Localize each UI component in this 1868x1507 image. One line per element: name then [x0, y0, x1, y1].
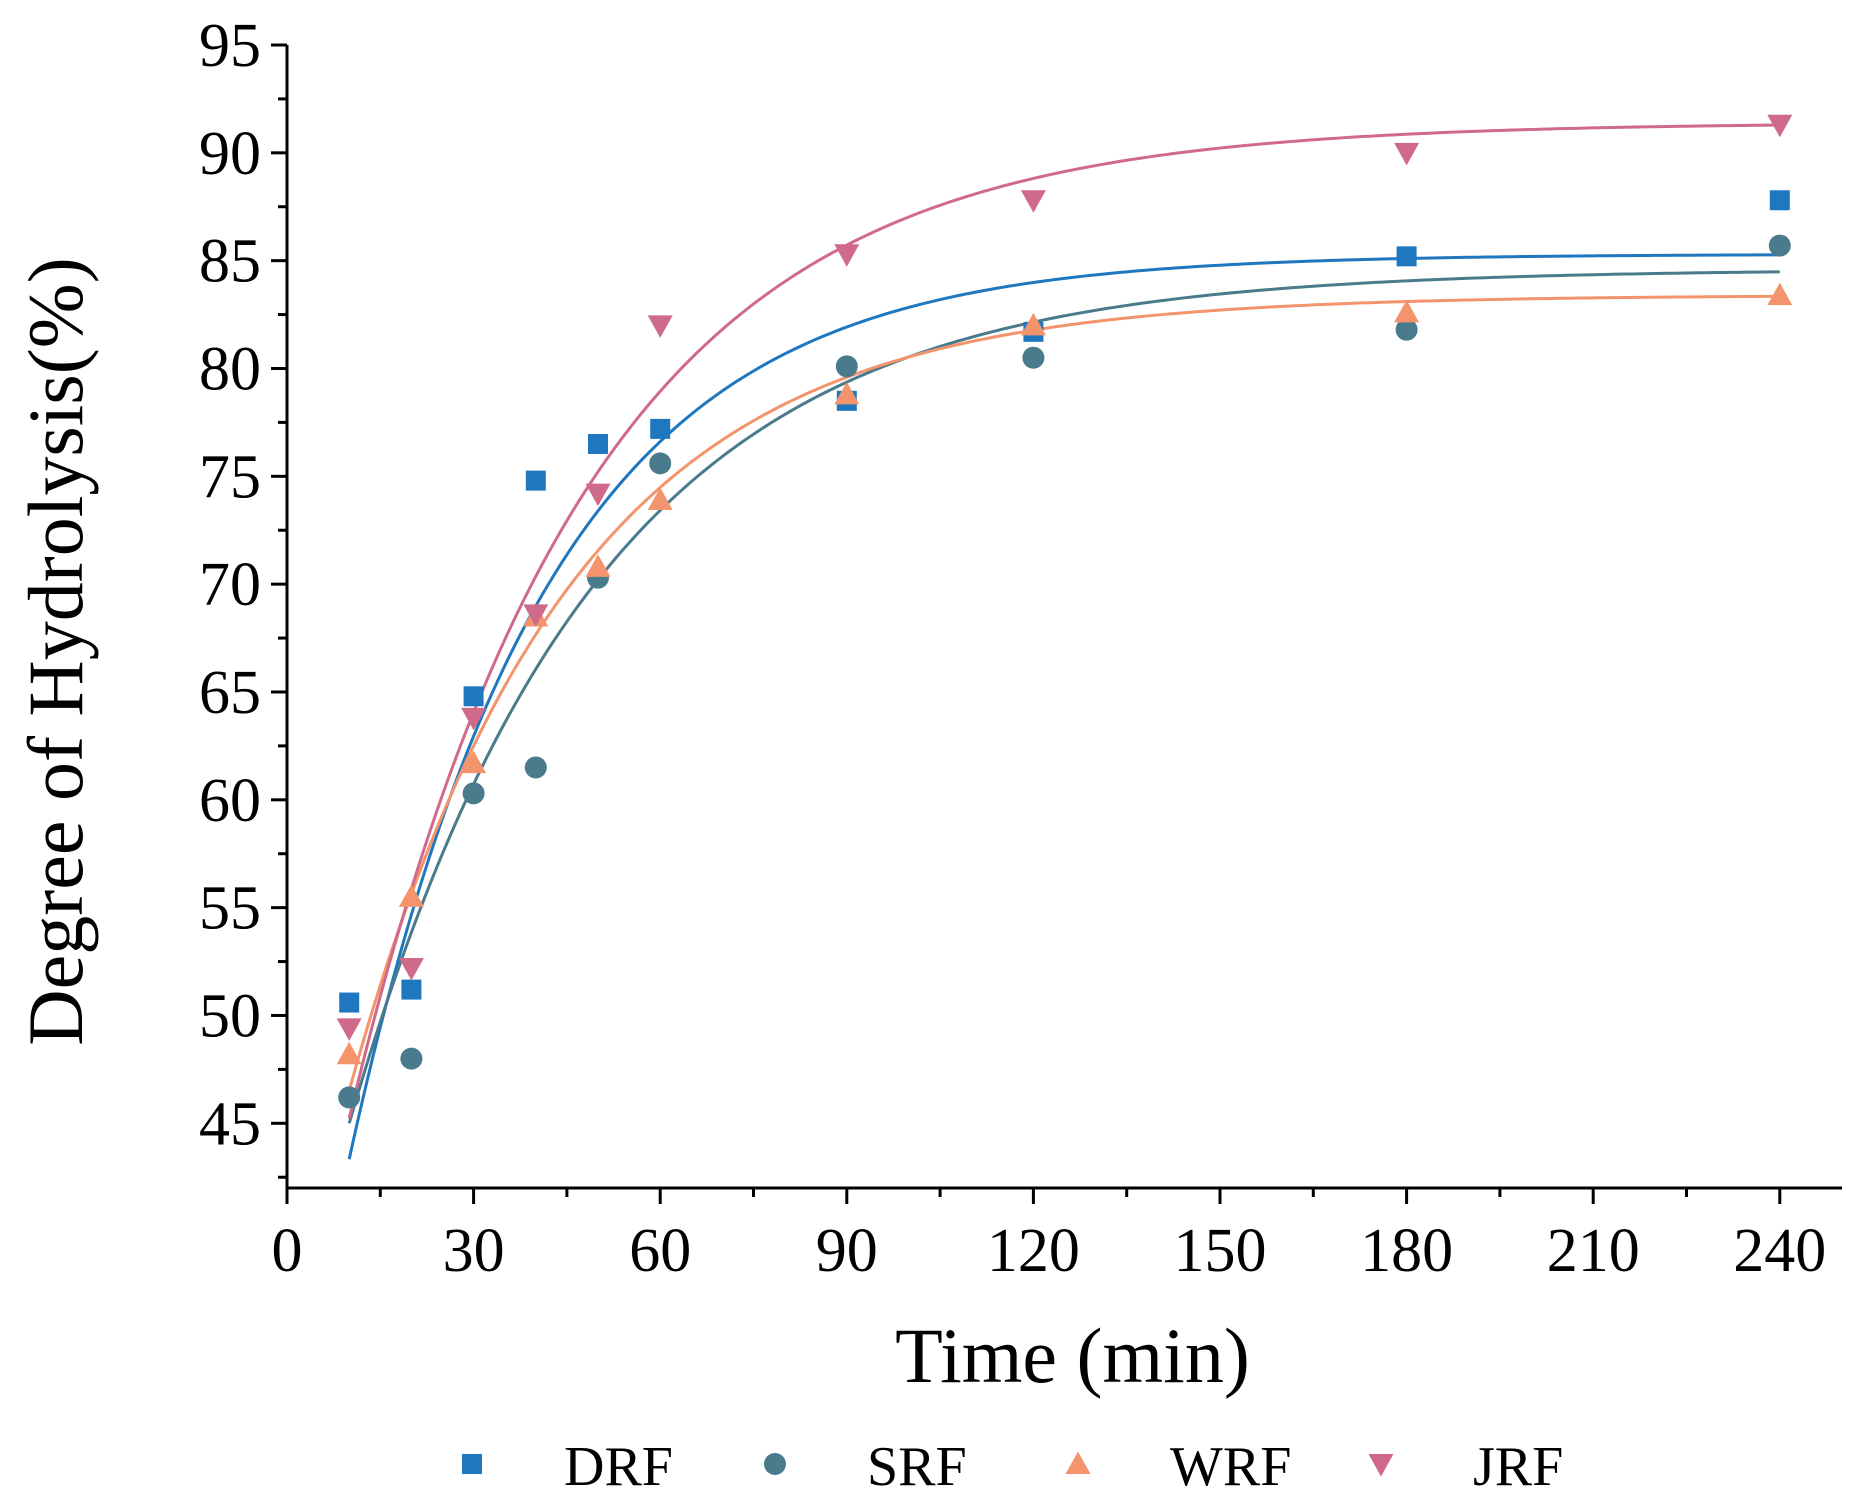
data-point-srf	[400, 1047, 423, 1070]
fit-curve-wrf	[347, 294, 1780, 1092]
legend-label-srf: SRF	[867, 1436, 967, 1498]
legend-marker-drf	[462, 1454, 482, 1474]
x-axis-ticks: 0 30 60 90 120 150 180 210 240	[272, 1188, 1826, 1285]
data-point-drf	[588, 433, 608, 454]
x-tick-label: 180	[1360, 1217, 1453, 1285]
series-srf	[338, 234, 1791, 1109]
legend-marker-srf	[764, 1453, 786, 1475]
data-point-jrf	[834, 244, 860, 267]
y-axis-title: Degree of Hydrolysis(%)	[12, 257, 99, 1045]
data-point-jrf	[336, 1018, 362, 1041]
x-axis-title: Time (min)	[895, 1312, 1250, 1399]
data-point-srf	[1395, 318, 1418, 341]
series-jrf	[336, 114, 1793, 1041]
data-point-jrf	[398, 958, 424, 981]
x-tick-label: 30	[443, 1217, 505, 1285]
legend-label-drf: DRF	[564, 1436, 673, 1498]
data-point-wrf	[834, 381, 860, 405]
y-tick-label: 50	[199, 982, 261, 1050]
y-tick-label: 45	[199, 1090, 261, 1158]
data-point-drf	[1396, 246, 1417, 267]
data-point-jrf	[461, 707, 487, 731]
data-point-drf	[650, 418, 671, 439]
x-tick-label: 120	[987, 1217, 1080, 1285]
x-tick-label: 210	[1547, 1217, 1640, 1285]
x-tick-label: 240	[1733, 1217, 1826, 1285]
y-tick-label: 70	[199, 551, 261, 619]
data-point-wrf	[336, 1041, 362, 1065]
data-point-wrf	[1767, 282, 1793, 306]
data-point-srf	[1022, 346, 1045, 369]
y-tick-label: 60	[199, 767, 261, 835]
legend-marker-wrf	[1065, 1451, 1091, 1474]
fit-curve-srf	[347, 270, 1780, 1124]
data-point-jrf	[1394, 142, 1420, 166]
data-point-drf	[339, 992, 360, 1013]
x-tick-label: 60	[629, 1217, 691, 1285]
data-point-wrf	[1394, 299, 1420, 323]
data-point-wrf	[398, 884, 424, 907]
x-tick-label: 90	[816, 1217, 878, 1285]
y-tick-label: 80	[199, 335, 261, 403]
fit-curve-drf	[347, 253, 1780, 1160]
data-point-srf	[338, 1086, 361, 1109]
x-tick-label: 150	[1174, 1217, 1267, 1285]
legend: DRF SRF WRF JRF	[462, 1436, 1563, 1498]
y-tick-label: 75	[199, 443, 261, 511]
data-point-drf	[525, 470, 546, 491]
y-tick-label: 85	[199, 228, 261, 296]
data-point-jrf	[585, 483, 611, 507]
data-point-jrf	[1020, 190, 1046, 213]
series-wrf	[336, 282, 1793, 1065]
y-tick-label: 90	[199, 120, 261, 188]
axes: 0 30 60 90 120 150 180 210 240 45 50 55 60 65 70 75 80 8…	[199, 12, 1842, 1285]
legend-label-jrf: JRF	[1473, 1436, 1563, 1498]
data-point-jrf	[647, 315, 673, 338]
data-points	[336, 114, 1793, 1109]
y-tick-label: 95	[199, 12, 261, 80]
data-point-jrf	[1767, 114, 1793, 138]
data-point-wrf	[647, 487, 673, 511]
data-point-srf	[649, 452, 672, 475]
data-point-srf	[524, 756, 547, 779]
x-tick-label: 0	[272, 1217, 303, 1285]
data-point-srf	[462, 782, 485, 805]
data-point-wrf	[461, 750, 487, 774]
data-point-wrf	[585, 554, 611, 577]
y-axis-ticks: 45 50 55 60 65 70 75 80 85 90 95	[199, 12, 287, 1179]
y-tick-label: 55	[199, 875, 261, 943]
fit-curves	[347, 123, 1780, 1160]
y-tick-label: 65	[199, 659, 261, 727]
data-point-drf	[463, 686, 484, 707]
data-point-jrf	[523, 604, 549, 627]
data-point-srf	[835, 355, 858, 378]
data-point-wrf	[1020, 312, 1046, 336]
legend-marker-jrf	[1368, 1454, 1394, 1477]
data-point-drf	[1769, 190, 1790, 211]
data-point-srf	[1768, 234, 1791, 257]
data-point-drf	[401, 979, 422, 1000]
legend-label-wrf: WRF	[1170, 1436, 1291, 1498]
